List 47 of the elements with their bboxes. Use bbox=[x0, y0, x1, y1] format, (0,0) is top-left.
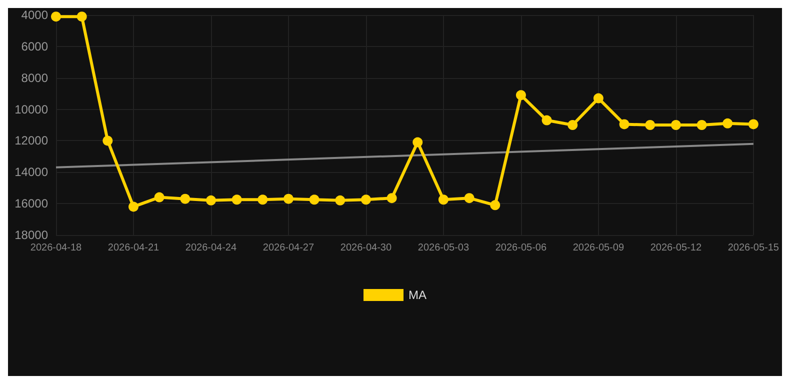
y-tick-label: 8000 bbox=[21, 70, 48, 85]
point bbox=[619, 119, 630, 130]
point bbox=[76, 12, 87, 22]
point bbox=[206, 195, 216, 206]
point bbox=[722, 118, 733, 128]
point bbox=[696, 120, 707, 130]
point bbox=[128, 202, 138, 212]
point bbox=[412, 137, 423, 148]
point bbox=[593, 93, 604, 104]
point bbox=[670, 120, 681, 130]
point bbox=[258, 194, 268, 205]
x-tick-label: 2026-04-30 bbox=[340, 242, 392, 254]
point bbox=[283, 194, 294, 204]
point bbox=[464, 193, 474, 204]
point bbox=[645, 120, 656, 130]
legend-label: MA bbox=[408, 288, 426, 302]
y-tick-label: 14000 bbox=[14, 165, 48, 180]
point bbox=[154, 192, 164, 202]
y-tick-label: 4000 bbox=[21, 8, 48, 22]
point bbox=[438, 194, 448, 205]
point bbox=[335, 195, 346, 206]
point bbox=[748, 119, 758, 130]
x-tick-label: 2026-04-18 bbox=[30, 242, 82, 254]
point bbox=[232, 194, 242, 205]
y-tick-label: 16000 bbox=[14, 196, 48, 211]
point bbox=[51, 12, 61, 22]
x-tick-label: 2026-05-09 bbox=[572, 242, 624, 254]
y-tick-label: 18000 bbox=[14, 228, 48, 242]
x-tick-label: 2026-05-03 bbox=[418, 242, 470, 254]
point bbox=[360, 194, 371, 205]
y-tick-label: 12000 bbox=[14, 134, 48, 148]
point bbox=[309, 194, 320, 205]
x-tick-label: 2026-04-24 bbox=[185, 242, 237, 254]
point bbox=[180, 194, 190, 204]
point bbox=[516, 90, 526, 100]
y-tick-label: 6000 bbox=[21, 39, 48, 54]
point bbox=[490, 200, 500, 210]
x-tick-label: 2026-05-15 bbox=[728, 242, 780, 254]
point bbox=[568, 120, 578, 130]
point bbox=[386, 193, 397, 204]
y-tick-label: 10000 bbox=[14, 102, 48, 116]
x-tick-label: 2026-04-21 bbox=[108, 242, 160, 254]
point bbox=[102, 136, 113, 146]
x-tick-label: 2026-05-06 bbox=[495, 242, 547, 254]
point bbox=[542, 115, 552, 126]
x-tick-label: 2026-05-12 bbox=[650, 242, 702, 254]
x-tick-label: 2026-04-27 bbox=[262, 242, 314, 254]
